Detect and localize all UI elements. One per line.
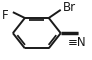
Text: Br: Br [63, 1, 76, 14]
Text: F: F [2, 9, 8, 22]
Text: ≡N: ≡N [68, 36, 86, 49]
